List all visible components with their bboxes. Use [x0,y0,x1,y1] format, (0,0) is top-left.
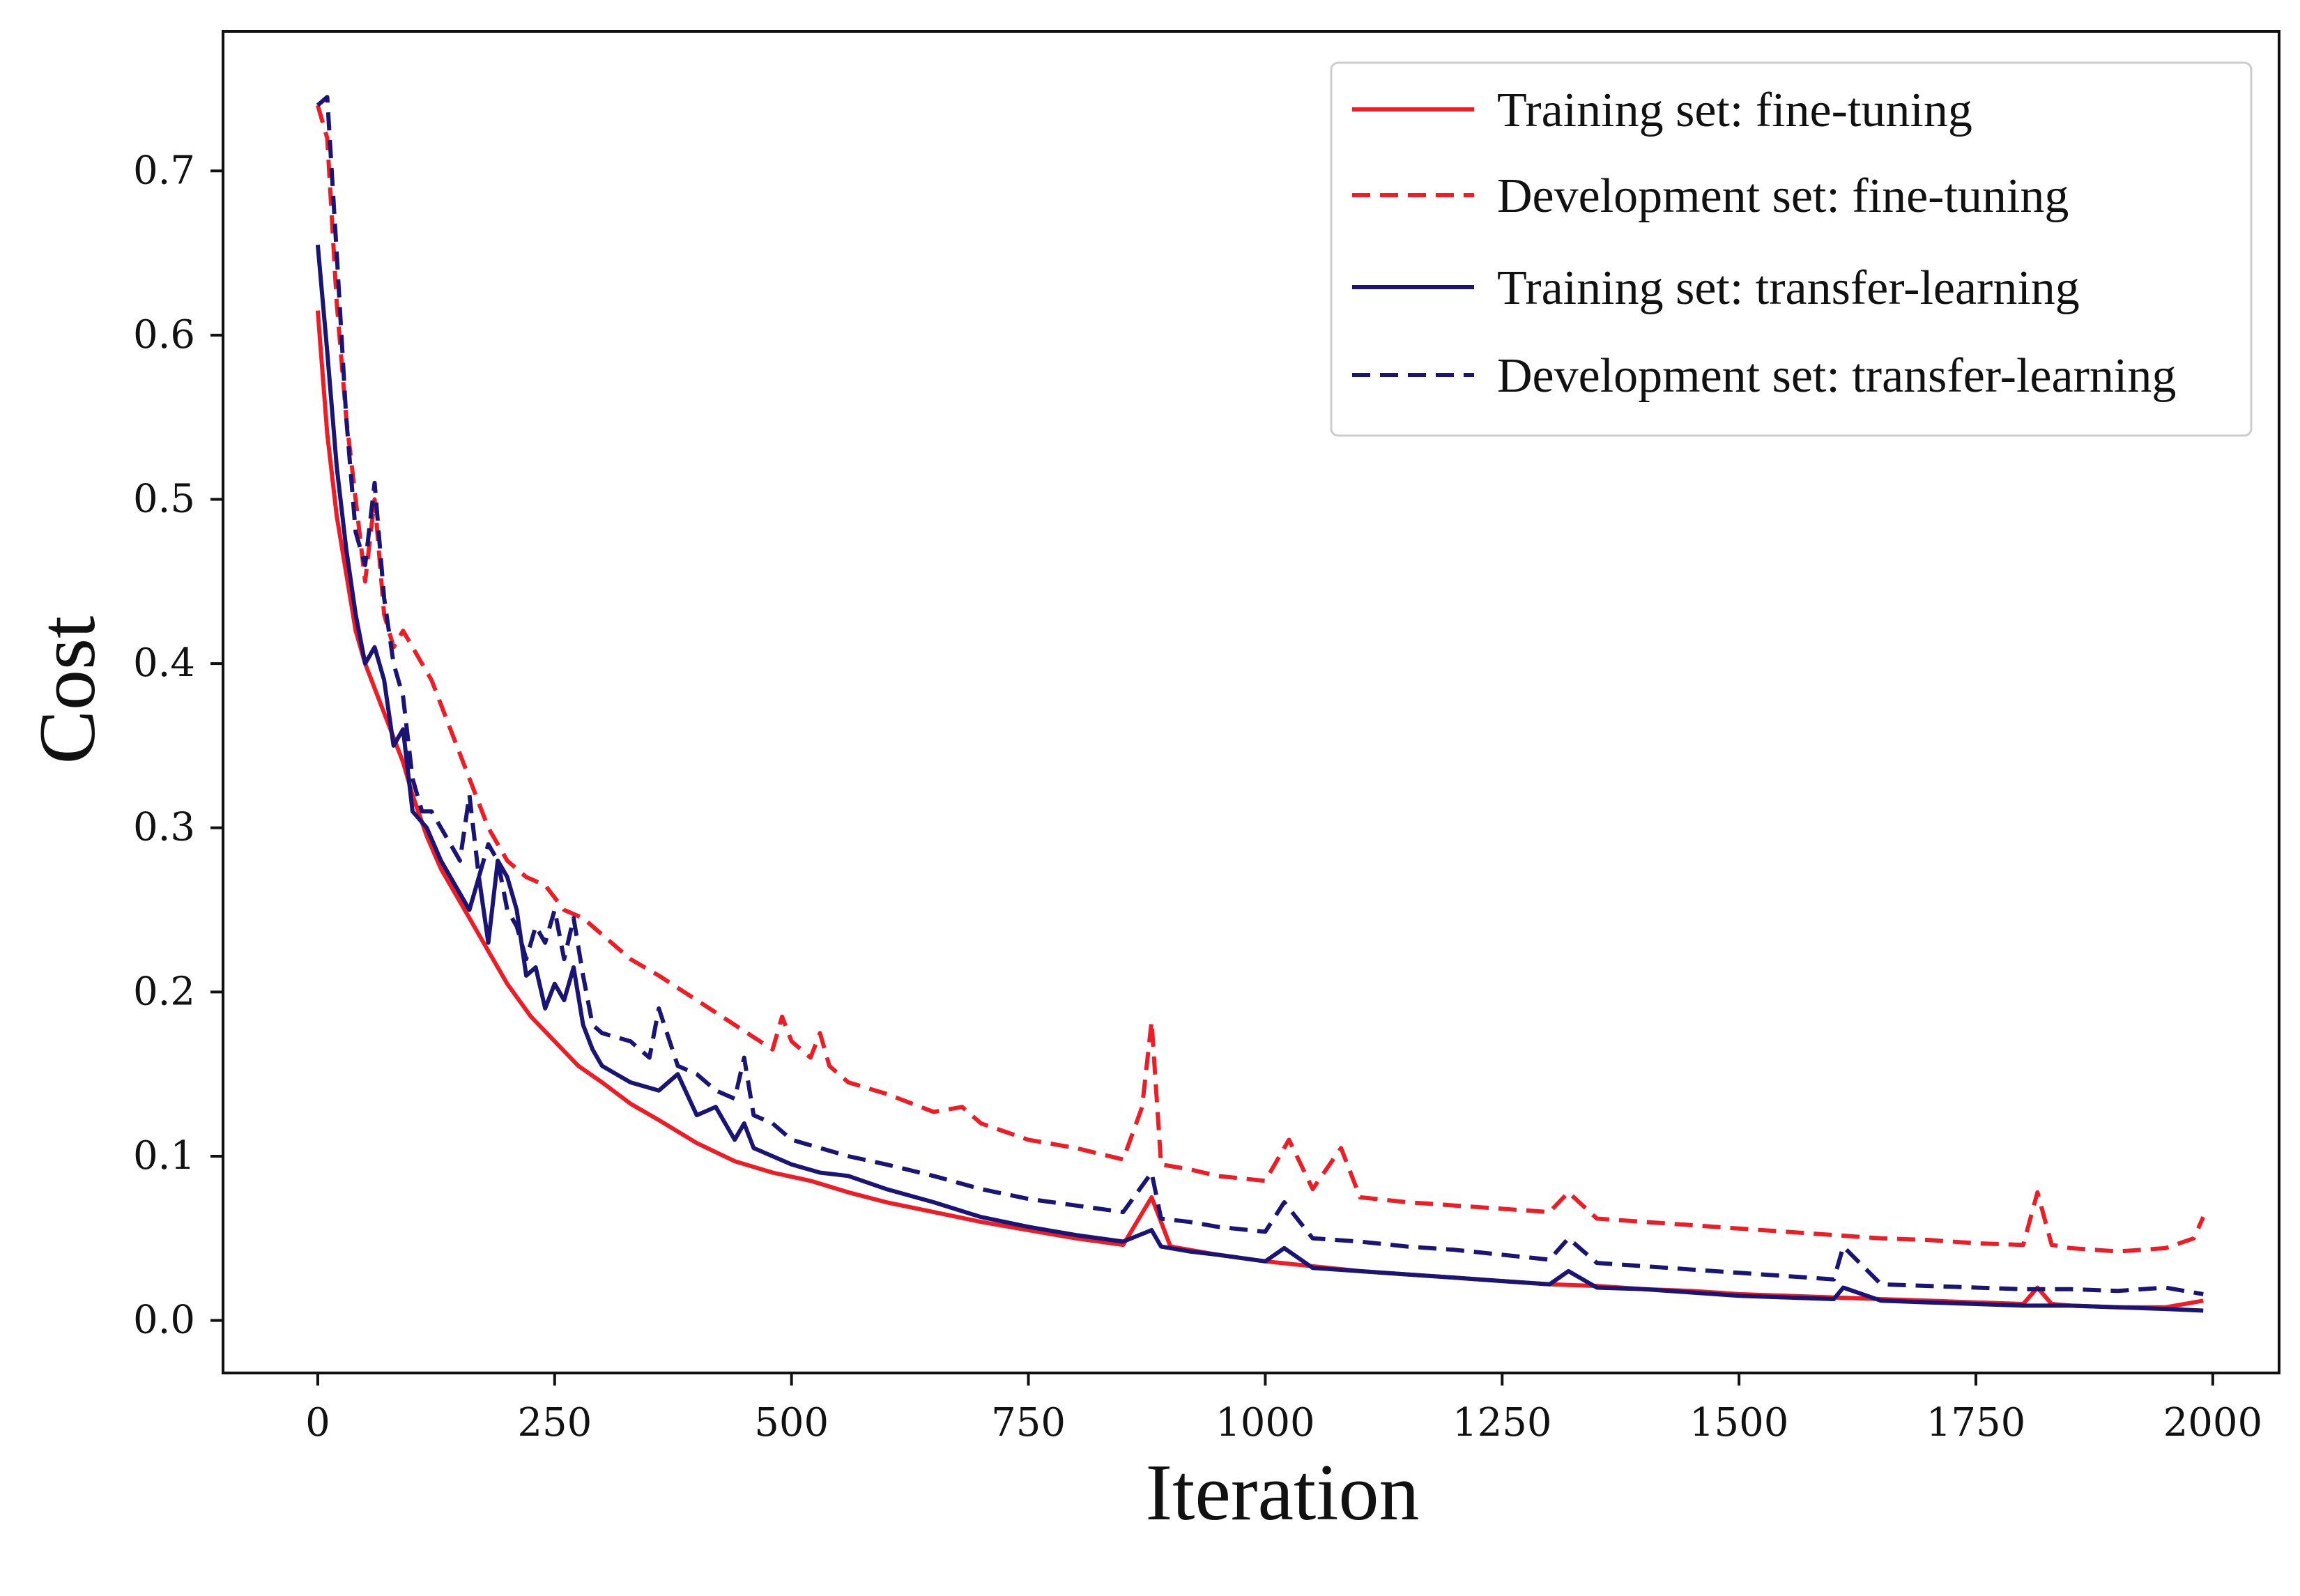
legend-label-train-transfer-learning: Training set: transfer-learning [1497,261,2080,315]
axis-ticks: 0 250 500 750 1000 1250 1500 1750 2000 0.0 0.1 0.2 0… [133,148,2262,1445]
series-lines [315,95,2205,1313]
x-tick-label: 500 [754,1400,829,1445]
y-tick-label: 0.3 [133,805,195,850]
legend-label-dev-fine-tuning: Development set: fine-tuning [1497,169,2069,223]
legend-label-dev-transfer-learning: Development set: transfer-learning [1497,349,2176,403]
series-line-dev-fine-tuning [316,105,2205,1254]
y-tick-label: 0.2 [133,969,195,1014]
x-tick-label: 1750 [1926,1400,2026,1445]
y-tick-label: 0.7 [133,148,195,193]
y-tick-label: 0.5 [133,477,195,522]
y-tick-label: 0.4 [133,640,195,686]
x-axis-label: Iteration [1146,1448,1420,1537]
x-tick-label: 2000 [2163,1400,2263,1445]
x-tick-label: 1500 [1689,1400,1789,1445]
x-tick-label: 1250 [1452,1400,1552,1445]
legend-label-train-fine-tuning: Training set: fine-tuning [1497,84,1972,137]
y-tick-label: 0.0 [133,1298,195,1343]
legend-box [1330,61,2253,437]
y-tick-label: 0.6 [133,312,195,358]
x-tick-label: 0 [305,1400,330,1445]
series-line-train-transfer-learning [315,245,2204,1313]
legend: Training set: fine-tuning Development se… [1330,61,2253,437]
x-tick-label: 1000 [1216,1400,1315,1445]
series-line-dev-transfer-learning [316,95,2204,1296]
series-line-train-fine-tuning [315,310,2204,1310]
y-axis-label: Cost [23,616,112,765]
y-tick-label: 0.1 [133,1133,195,1179]
x-tick-label: 250 [517,1400,592,1445]
plot-frame [222,30,2280,1374]
x-tick-label: 750 [991,1400,1066,1445]
